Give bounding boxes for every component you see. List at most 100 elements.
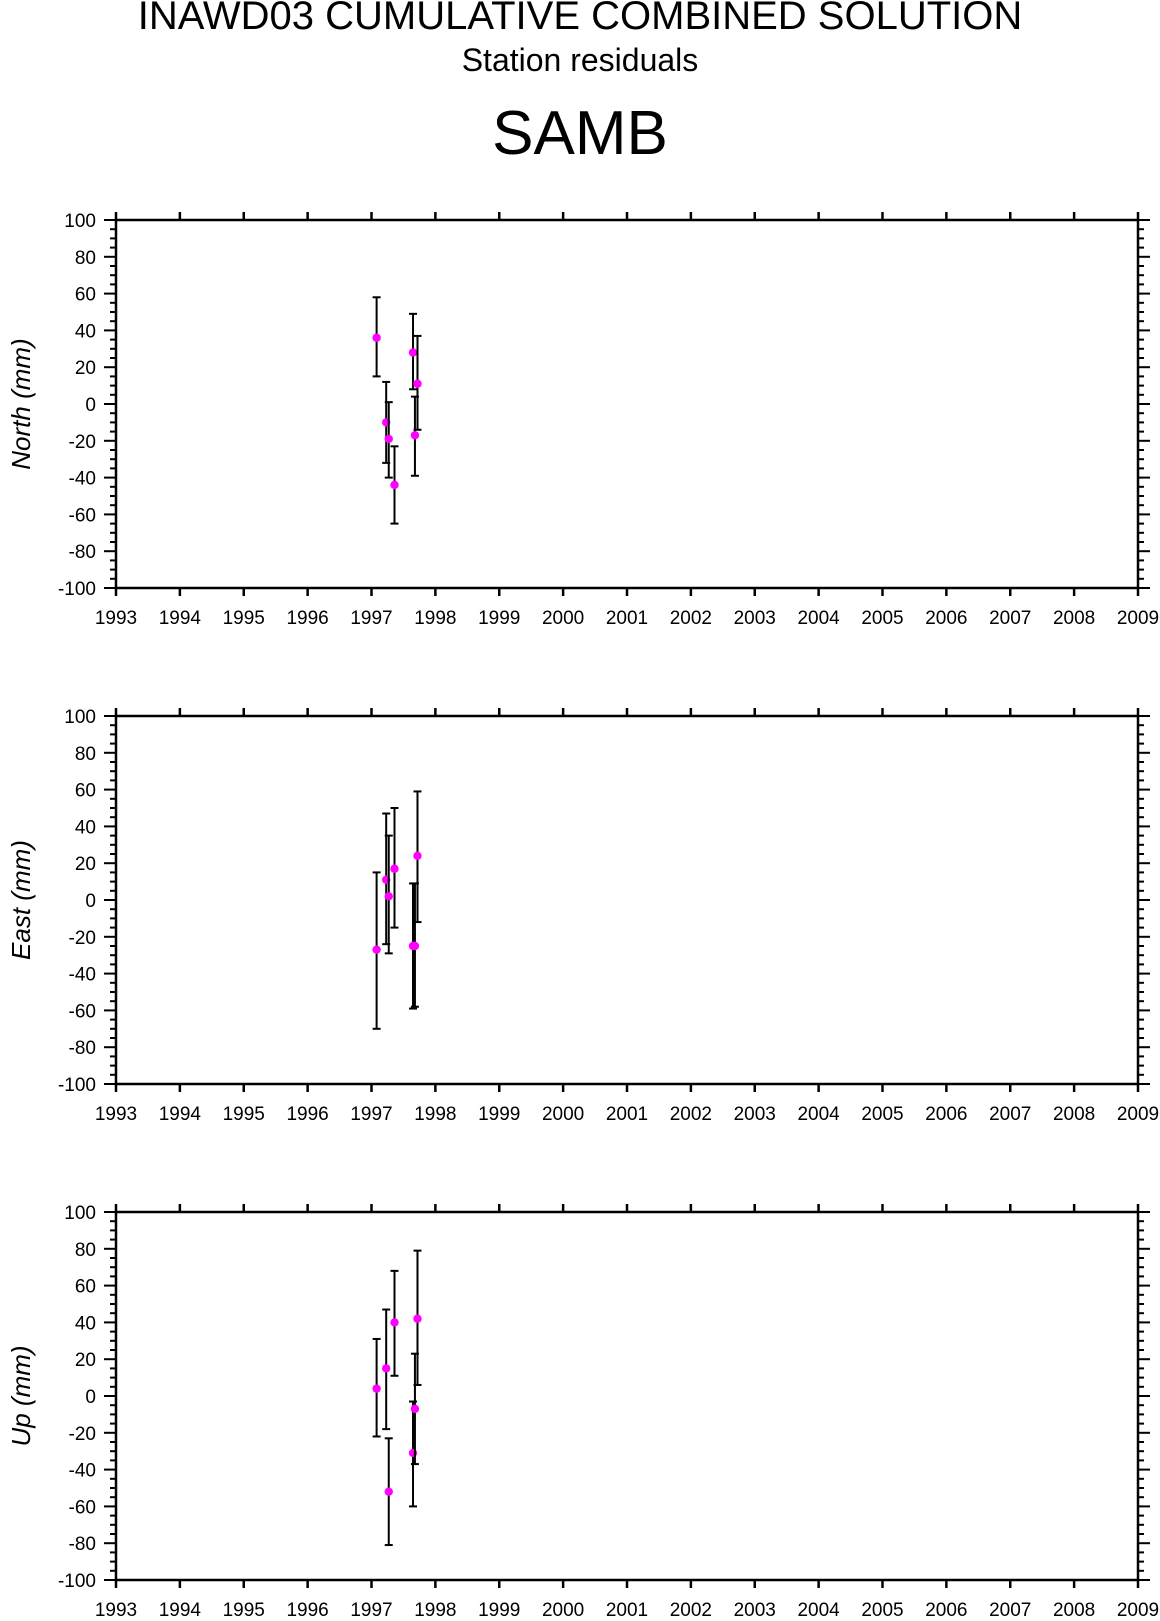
data-point [390, 480, 399, 490]
y-tick-label: 100 [64, 1203, 96, 1224]
data-point [410, 941, 420, 951]
y-tick-label: 100 [64, 211, 96, 232]
y-axis-label: East (mm) [6, 840, 36, 960]
y-tick-label: 80 [75, 744, 96, 765]
y-tick-label: 20 [75, 854, 96, 875]
y-tick-label: 80 [75, 248, 96, 269]
x-tick-label: 1999 [478, 1104, 520, 1125]
chart-panel: 1993 1994 1995 1996 1997 1998 1999 2000 2001 2002… [6, 707, 1159, 1125]
x-tick-label: 2004 [797, 1104, 840, 1125]
x-tick-label: 1997 [350, 1600, 392, 1621]
x-tick-label: 1993 [95, 608, 137, 629]
x-tick-label: 2008 [1053, 1600, 1095, 1621]
x-tick-label: 2000 [542, 608, 584, 629]
x-tick-label: 2007 [989, 1104, 1031, 1125]
x-tick-label: 2006 [925, 1600, 967, 1621]
x-tick-label: 2005 [861, 608, 903, 629]
station-name: SAMB [492, 99, 668, 168]
x-tick-label: 2001 [606, 1600, 648, 1621]
data-point [413, 851, 422, 861]
plot-frame [114, 218, 1140, 590]
data-point [384, 1487, 393, 1496]
x-tick-label: 1993 [95, 1104, 137, 1125]
x-tick-label: 2001 [606, 608, 648, 629]
y-tick-label: -100 [58, 1075, 96, 1096]
x-tick-label: 1996 [286, 1600, 328, 1621]
x-tick-label: 1994 [159, 608, 202, 629]
x-tick-label: 2008 [1053, 608, 1095, 629]
x-tick-label: 1994 [159, 1104, 202, 1125]
y-tick-label: 100 [64, 707, 96, 728]
page-subtitle: Station residuals [461, 42, 699, 78]
x-tick-label: 1996 [286, 608, 328, 629]
y-tick-label: 20 [75, 1350, 96, 1371]
x-tick-label: 2003 [734, 1104, 776, 1125]
y-tick-label: -60 [69, 1497, 96, 1518]
data-point [410, 431, 420, 440]
y-tick-label: 0 [85, 1387, 96, 1408]
x-tick-label: 2005 [861, 1104, 903, 1125]
data-point [410, 1404, 420, 1414]
y-tick-label: -80 [69, 1534, 96, 1555]
x-tick-label: 2002 [670, 1104, 712, 1125]
data-point [381, 1364, 391, 1373]
y-tick-label: 20 [75, 358, 96, 379]
data-point [390, 1318, 399, 1327]
x-tick-label: 1994 [159, 1600, 202, 1621]
y-tick-label: 40 [75, 321, 96, 342]
plot-frame [114, 714, 1140, 1086]
y-tick-label: -100 [58, 579, 96, 600]
x-tick-label: 2002 [670, 608, 712, 629]
x-tick-label: 1997 [350, 1104, 392, 1125]
y-tick-label: -20 [69, 432, 96, 453]
x-tick-label: 1993 [95, 1600, 137, 1621]
x-tick-label: 2007 [989, 608, 1031, 629]
data-point [372, 1384, 381, 1393]
y-tick-label: -40 [69, 965, 96, 986]
data-point [413, 379, 422, 388]
x-tick-label: 1997 [350, 608, 392, 629]
x-tick-label: 1995 [223, 1104, 265, 1125]
y-axis-label: North (mm) [6, 338, 36, 469]
y-tick-label: -20 [69, 1424, 96, 1445]
x-tick-label: 2003 [734, 608, 776, 629]
x-tick-label: 1995 [223, 1600, 265, 1621]
data-point [413, 1314, 422, 1323]
data-point [408, 1448, 418, 1458]
x-tick-label: 1998 [414, 608, 456, 629]
x-tick-label: 2006 [925, 1104, 967, 1125]
x-tick-label: 2004 [797, 608, 840, 629]
x-tick-label: 2008 [1053, 1104, 1095, 1125]
y-tick-label: -80 [69, 1038, 96, 1059]
y-tick-label: 60 [75, 285, 96, 306]
data-point [390, 864, 399, 873]
x-tick-label: 1998 [414, 1104, 456, 1125]
y-tick-label: 40 [75, 817, 96, 838]
x-tick-label: 1995 [223, 608, 265, 629]
y-tick-label: 40 [75, 1313, 96, 1334]
y-tick-label: 60 [75, 781, 96, 802]
y-tick-label: -60 [69, 1001, 96, 1022]
x-tick-label: 2009 [1117, 608, 1159, 629]
data-point [384, 892, 393, 901]
y-tick-label: 0 [85, 395, 96, 416]
x-tick-label: 2001 [606, 1104, 648, 1125]
x-tick-label: 2000 [542, 1104, 584, 1125]
x-tick-label: 2003 [734, 1600, 776, 1621]
x-tick-label: 1999 [478, 608, 520, 629]
data-point [372, 333, 381, 342]
x-tick-label: 2004 [797, 1600, 840, 1621]
plot-frame [114, 1210, 1140, 1582]
data-point [384, 434, 393, 444]
y-tick-label: 60 [75, 1277, 96, 1298]
x-tick-label: 2007 [989, 1600, 1031, 1621]
x-tick-label: 2000 [542, 1600, 584, 1621]
y-tick-label: -80 [69, 542, 96, 563]
y-tick-label: 0 [85, 891, 96, 912]
x-tick-label: 1998 [414, 1600, 456, 1621]
data-point [372, 945, 381, 954]
data-point [408, 348, 418, 357]
y-tick-label: -100 [58, 1571, 96, 1592]
page-title: INAWD03 CUMULATIVE COMBINED SOLUTION [137, 0, 1023, 38]
